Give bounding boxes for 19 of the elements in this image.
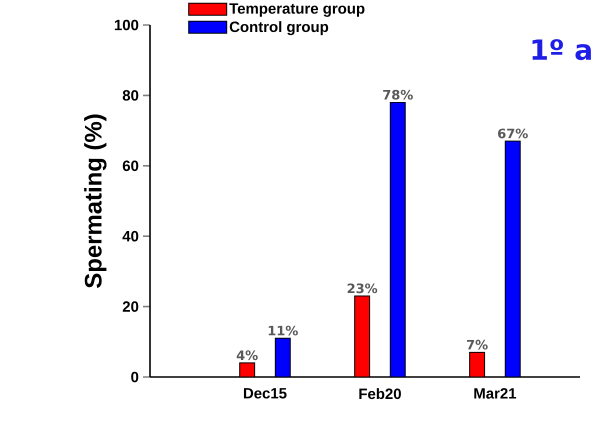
- data-label: 67%: [498, 128, 528, 138]
- legend-label: Temperature group: [229, 3, 364, 17]
- data-label: 23%: [348, 283, 378, 294]
- y-tick-label: 60: [122, 160, 138, 172]
- x-tick-label: Mar21: [474, 388, 516, 399]
- y-tick-label: 100: [114, 20, 138, 30]
- annotation: 1º a: [532, 39, 591, 60]
- y-tick-label: 0: [131, 372, 138, 382]
- x-tick-label: Feb20: [359, 388, 401, 400]
- y-axis-title: Spermating (%): [84, 114, 107, 288]
- y-tick-label: 40: [122, 230, 138, 242]
- y-tick-label: 80: [122, 90, 138, 101]
- legend-label: Control group: [230, 21, 328, 36]
- data-label: 4%: [236, 350, 258, 360]
- data-label: 78%: [383, 90, 413, 100]
- y-tick-label: 20: [122, 301, 138, 312]
- data-label: 11%: [268, 326, 298, 336]
- x-tick-label: Dec15: [244, 388, 287, 399]
- data-label: 7%: [466, 340, 488, 350]
